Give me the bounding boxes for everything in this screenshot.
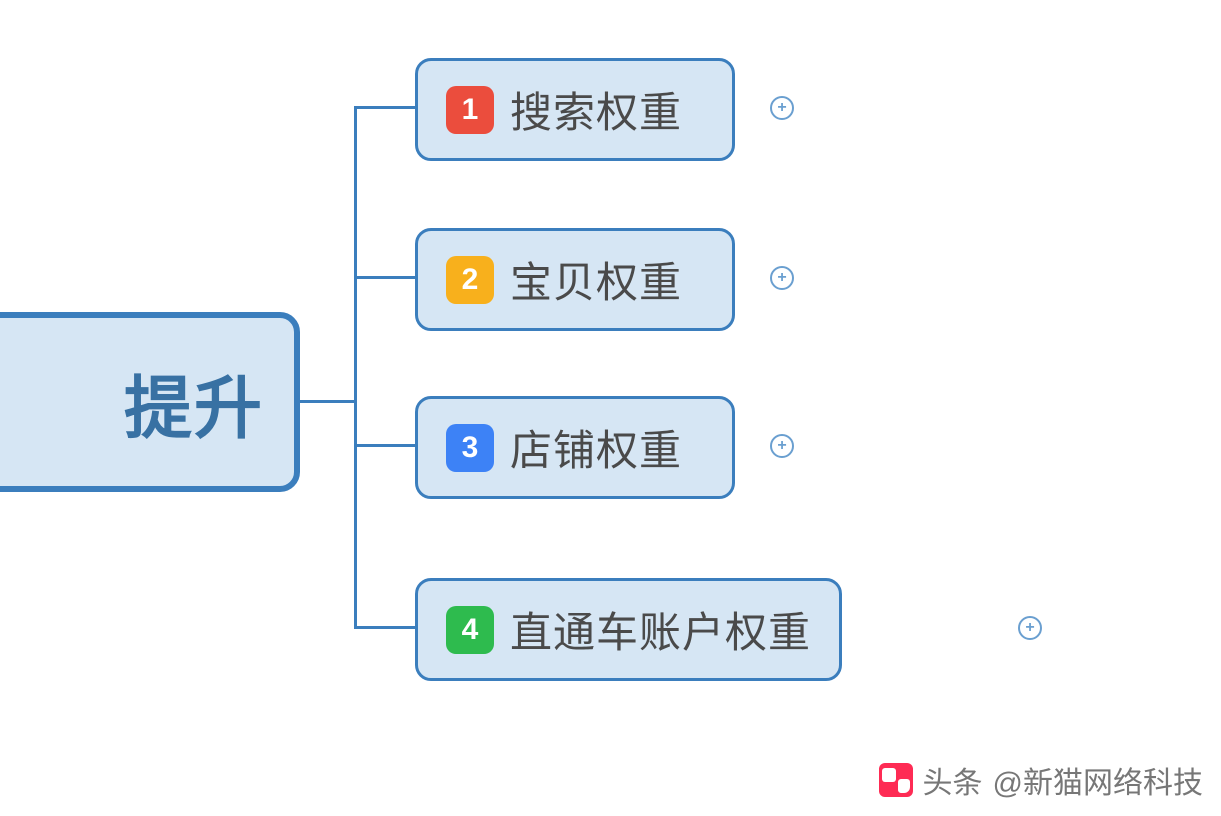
child-node-3[interactable]: 3 店铺权重 [415, 396, 735, 499]
child-label-1: 搜索权重 [510, 79, 682, 140]
root-node[interactable]: 提升 [0, 312, 300, 492]
child-label-3: 店铺权重 [510, 417, 682, 478]
child-node-1[interactable]: 1 搜索权重 [415, 58, 735, 161]
badge-4: 4 [446, 606, 494, 654]
badge-3: 3 [446, 424, 494, 472]
connector-branch-4 [354, 626, 415, 629]
child-label-2: 宝贝权重 [510, 249, 682, 310]
badge-1: 1 [446, 86, 494, 134]
connector-branch-3 [354, 444, 415, 447]
watermark-handle: @新猫网络科技 [993, 758, 1203, 802]
expand-icon[interactable]: + [770, 434, 794, 458]
badge-2: 2 [446, 256, 494, 304]
watermark: 头条 @新猫网络科技 [879, 758, 1203, 802]
connector-trunk [354, 106, 357, 629]
expand-icon[interactable]: + [770, 266, 794, 290]
watermark-logo-icon [879, 763, 913, 797]
root-label: 提升 [124, 353, 264, 452]
expand-icon[interactable]: + [1018, 616, 1042, 640]
child-node-4[interactable]: 4 直通车账户权重 [415, 578, 842, 681]
child-node-2[interactable]: 2 宝贝权重 [415, 228, 735, 331]
connector-branch-2 [354, 276, 415, 279]
connector-branch-1 [354, 106, 415, 109]
expand-icon[interactable]: + [770, 96, 794, 120]
watermark-prefix: 头条 [923, 758, 983, 802]
child-label-4: 直通车账户权重 [510, 599, 811, 660]
connector-root-stub [300, 400, 354, 403]
